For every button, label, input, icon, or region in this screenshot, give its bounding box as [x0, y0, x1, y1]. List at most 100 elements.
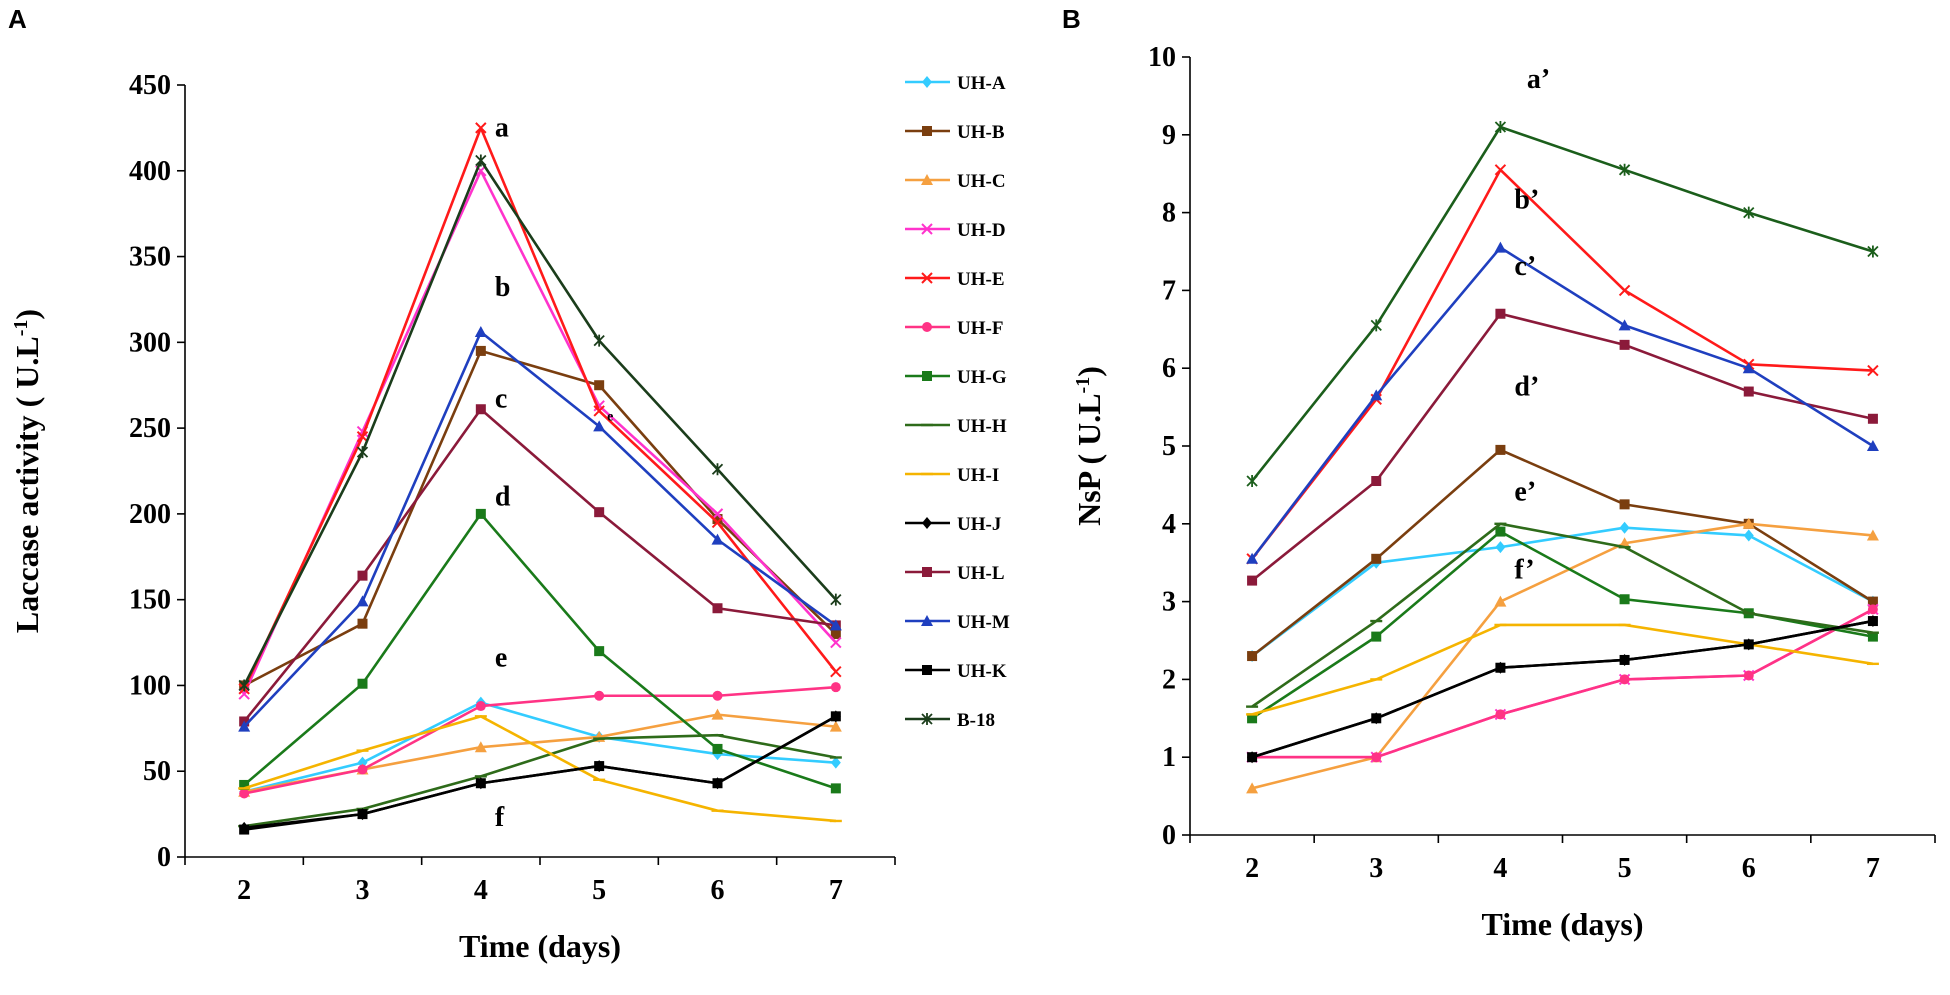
point-uh-c — [711, 708, 724, 720]
panel-a-y-tick-label: 300 — [129, 327, 171, 358]
point-uh-f — [239, 788, 250, 799]
line-b-18 — [1251, 125, 1874, 482]
legend-swatch-marker — [921, 174, 933, 185]
panel-b-x-axis-title: Time (days) — [1481, 906, 1643, 942]
panel-a-y-tick-label: 150 — [129, 585, 171, 616]
point-uh-g — [830, 783, 841, 794]
point-b-18 — [711, 463, 724, 476]
point-uh-c — [474, 741, 487, 753]
panel-b-y-tick-label: 5 — [1162, 431, 1176, 462]
series-uh-i — [238, 715, 842, 823]
point-uh-g — [1495, 526, 1506, 537]
line-uh-m — [1251, 246, 1874, 560]
legend-label: UH-E — [957, 269, 1005, 290]
point-uh-b — [594, 380, 605, 391]
panel-b-annotation: a’ — [1527, 64, 1550, 95]
legend-label: UH-L — [957, 563, 1005, 584]
legend-swatch-marker — [921, 615, 933, 626]
line-uh-k — [243, 715, 837, 831]
panel-a-y-axis-title: Laccase activity ( U.L-1) — [9, 309, 45, 633]
line-b-18 — [243, 159, 837, 687]
legend-swatch-marker — [922, 517, 932, 529]
legend-item-uh-m: UH-M — [905, 612, 1010, 633]
chart-panel-a: 0 50 100 150 200 250 300 350 400 450 2 3 4 5 6 7 Time (d… — [9, 70, 896, 964]
point-b-18 — [1743, 206, 1755, 219]
line-uh-d — [1252, 608, 1874, 759]
line-uh-i — [243, 715, 836, 823]
series-uh-f — [239, 682, 841, 799]
legend-item-uh-g: UH-G — [905, 367, 1007, 388]
point-uh-a — [1619, 521, 1630, 534]
point-uh-m — [711, 533, 724, 545]
point-uh-l — [1371, 476, 1382, 487]
legend-label: UH-C — [957, 171, 1006, 192]
point-uh-g — [712, 743, 723, 754]
legend-label: UH-A — [957, 73, 1006, 94]
line-uh-c — [1251, 522, 1874, 790]
panel-a-y-tick-label: 100 — [129, 670, 171, 701]
series-uh-h — [1246, 522, 1879, 708]
series-uh-c — [238, 708, 842, 797]
panel-b-y-tick-label: 7 — [1162, 275, 1176, 306]
point-uh-a — [830, 756, 841, 769]
panel-a-annotation: c — [495, 384, 507, 415]
legend-swatch-marker — [921, 272, 933, 284]
point-uh-d — [238, 688, 250, 700]
panel-b-annotation: c’ — [1514, 251, 1536, 282]
line-uh-m — [243, 330, 837, 728]
line-uh-e — [242, 126, 837, 690]
panel-b-x-tick-label: 2 — [1245, 853, 1259, 884]
point-uh-c — [1742, 517, 1755, 529]
point-uh-f — [1619, 674, 1630, 685]
point-uh-k — [712, 778, 723, 789]
point-uh-l — [1867, 413, 1878, 424]
panel-a-x-tick-label: 7 — [829, 875, 843, 906]
point-b-18 — [830, 593, 842, 606]
point-uh-d — [711, 508, 724, 520]
series-uh-m — [238, 326, 842, 732]
series-uh-k — [239, 711, 841, 835]
point-uh-a — [1743, 529, 1754, 542]
legend-item-uh-h: UH-H — [905, 416, 1007, 437]
point-uh-f — [1495, 709, 1506, 720]
point-uh-l — [1619, 339, 1630, 350]
point-uh-k — [830, 711, 841, 722]
point-uh-m — [1494, 241, 1507, 253]
series-uh-g — [239, 508, 841, 794]
panel-a-x-tick-label: 6 — [711, 875, 725, 906]
point-b-18 — [593, 334, 605, 347]
legend-item-uh-e: UH-E — [905, 269, 1005, 290]
legend-label: UH-G — [957, 367, 1007, 388]
panel-b-x-tick-label: 4 — [1493, 853, 1507, 884]
legend-swatch-marker — [921, 713, 933, 725]
point-uh-e — [830, 666, 842, 678]
point-b-18 — [1246, 475, 1258, 488]
point-uh-g — [1867, 631, 1878, 642]
point-uh-m — [1246, 552, 1259, 564]
panel-a-x-tick-label: 3 — [356, 875, 370, 906]
legend-swatch-marker — [922, 665, 932, 675]
legend-label: B-18 — [957, 710, 995, 731]
point-uh-l — [357, 570, 368, 581]
panel-a-x-axis-title: Time (days) — [459, 928, 621, 964]
point-uh-d — [830, 636, 842, 649]
point-uh-m — [593, 420, 606, 432]
point-uh-a — [1495, 541, 1506, 554]
line-uh-b — [243, 349, 837, 687]
legend-swatch-marker — [922, 371, 932, 381]
point-uh-f — [712, 690, 723, 701]
panel-b-x-tick-label: 7 — [1866, 853, 1880, 884]
legend-swatch-marker — [922, 322, 932, 332]
point-uh-k — [1495, 662, 1506, 673]
point-uh-m — [829, 619, 842, 631]
point-uh-e — [1618, 284, 1631, 297]
legend-label: UH-F — [957, 318, 1003, 339]
panel-a-letter: A — [8, 4, 27, 34]
point-uh-m — [1370, 389, 1383, 401]
line-uh-l — [243, 407, 837, 723]
legend-item-uh-i: UH-I — [905, 465, 999, 486]
line-uh-a — [1251, 526, 1874, 658]
point-b-18 — [1494, 121, 1507, 134]
legend: UH-A UH-B UH-C UH-D UH-E UH-F UH-G UH-H UH-I UH-J… — [905, 73, 1010, 731]
panel-b-y-tick-label: 9 — [1162, 120, 1176, 151]
